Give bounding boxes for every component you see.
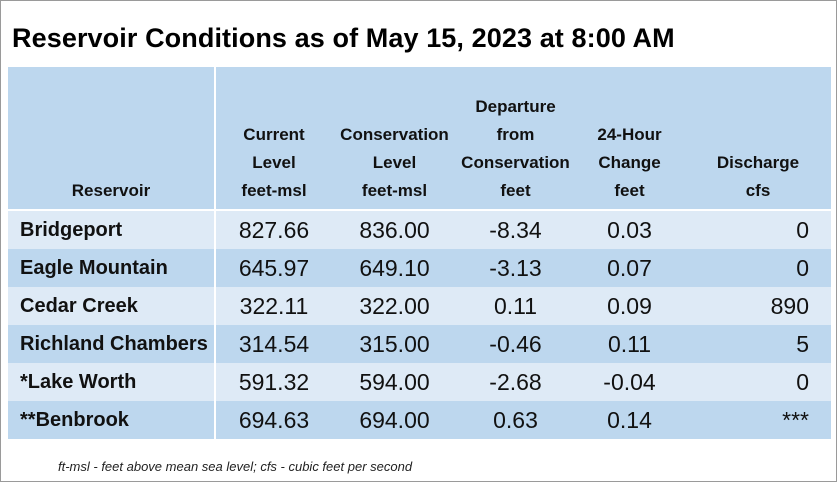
discharge-cell: 890 bbox=[685, 287, 831, 325]
header-line: feet-msl bbox=[241, 181, 307, 200]
current-level-cell: 322.11 bbox=[215, 287, 332, 325]
header-line: feet-msl bbox=[361, 181, 428, 200]
discharge-cell: 0 bbox=[685, 363, 831, 401]
current-level-cell: 645.97 bbox=[215, 249, 332, 287]
departure-cell: -8.34 bbox=[457, 210, 574, 249]
change-cell: 0.14 bbox=[574, 401, 685, 439]
reservoir-name: **Benbrook bbox=[8, 401, 216, 439]
current-level-cell: 694.63 bbox=[215, 401, 332, 439]
header-line: Level bbox=[252, 153, 296, 172]
header-line: Conservation bbox=[461, 153, 570, 172]
reservoir-name: Eagle Mountain bbox=[8, 249, 216, 287]
discharge-cell: 0 bbox=[685, 210, 831, 249]
reservoir-name: Cedar Creek bbox=[8, 287, 216, 325]
header-line: Conservation bbox=[340, 125, 449, 144]
header-line: feet bbox=[500, 181, 531, 200]
reservoir-name: Bridgeport bbox=[8, 210, 216, 249]
conservation-level-cell: 594.00 bbox=[332, 363, 457, 401]
conservation-level-cell: 315.00 bbox=[332, 325, 457, 363]
departure-cell: 0.63 bbox=[457, 401, 574, 439]
header-line: 24-Hour bbox=[597, 125, 662, 144]
current-level-cell: 827.66 bbox=[215, 210, 332, 249]
current-level-cell: 591.32 bbox=[215, 363, 332, 401]
header-line: Departure bbox=[475, 97, 556, 116]
departure-cell: -2.68 bbox=[457, 363, 574, 401]
change-cell: 0.09 bbox=[574, 287, 685, 325]
table-row: Richland Chambers 314.54 315.00 -0.46 0.… bbox=[8, 325, 831, 363]
header-departure: Departure from Conservation feet bbox=[457, 67, 574, 210]
reservoir-table: Reservoir Current Level feet-msl Conserv… bbox=[8, 67, 831, 439]
header-line: feet bbox=[614, 181, 645, 200]
table-row: Eagle Mountain 645.97 649.10 -3.13 0.07 … bbox=[8, 249, 831, 287]
table-row: **Benbrook 694.63 694.00 0.63 0.14 *** bbox=[8, 401, 831, 439]
header-line: Level bbox=[372, 153, 417, 172]
departure-cell: 0.11 bbox=[457, 287, 574, 325]
current-level-cell: 314.54 bbox=[215, 325, 332, 363]
conservation-level-cell: 649.10 bbox=[332, 249, 457, 287]
departure-cell: -0.46 bbox=[457, 325, 574, 363]
conservation-level-cell: 322.00 bbox=[332, 287, 457, 325]
table-row: Cedar Creek 322.11 322.00 0.11 0.09 890 bbox=[8, 287, 831, 325]
change-cell: 0.07 bbox=[574, 249, 685, 287]
change-cell: -0.04 bbox=[574, 363, 685, 401]
page-title: Reservoir Conditions as of May 15, 2023 … bbox=[12, 23, 675, 53]
header-discharge: Discharge cfs bbox=[685, 67, 831, 210]
table-row: Bridgeport 827.66 836.00 -8.34 0.03 0 bbox=[8, 210, 831, 249]
change-cell: 0.03 bbox=[574, 210, 685, 249]
header-reservoir: Reservoir bbox=[8, 67, 216, 210]
reservoir-name: Richland Chambers bbox=[8, 325, 216, 363]
header-line: Reservoir bbox=[71, 181, 151, 200]
conservation-level-cell: 694.00 bbox=[332, 401, 457, 439]
footnote: ft-msl - feet above mean sea level; cfs … bbox=[58, 459, 413, 474]
header-line: Current bbox=[243, 125, 305, 144]
discharge-cell: *** bbox=[685, 401, 831, 439]
header-line: from bbox=[496, 125, 535, 144]
header-24-hour-change: 24-Hour Change feet bbox=[574, 67, 685, 210]
reservoir-name: *Lake Worth bbox=[8, 363, 216, 401]
header-conservation-level: Conservation Level feet-msl bbox=[332, 67, 457, 210]
header-line: cfs bbox=[745, 181, 771, 200]
header-line: Discharge bbox=[716, 153, 800, 172]
header-current-level: Current Level feet-msl bbox=[215, 67, 332, 210]
discharge-cell: 0 bbox=[685, 249, 831, 287]
change-cell: 0.11 bbox=[574, 325, 685, 363]
departure-cell: -3.13 bbox=[457, 249, 574, 287]
table-header-row: Reservoir Current Level feet-msl Conserv… bbox=[8, 67, 831, 210]
header-line: Change bbox=[598, 153, 661, 172]
conservation-level-cell: 836.00 bbox=[332, 210, 457, 249]
table-row: *Lake Worth 591.32 594.00 -2.68 -0.04 0 bbox=[8, 363, 831, 401]
discharge-cell: 5 bbox=[685, 325, 831, 363]
